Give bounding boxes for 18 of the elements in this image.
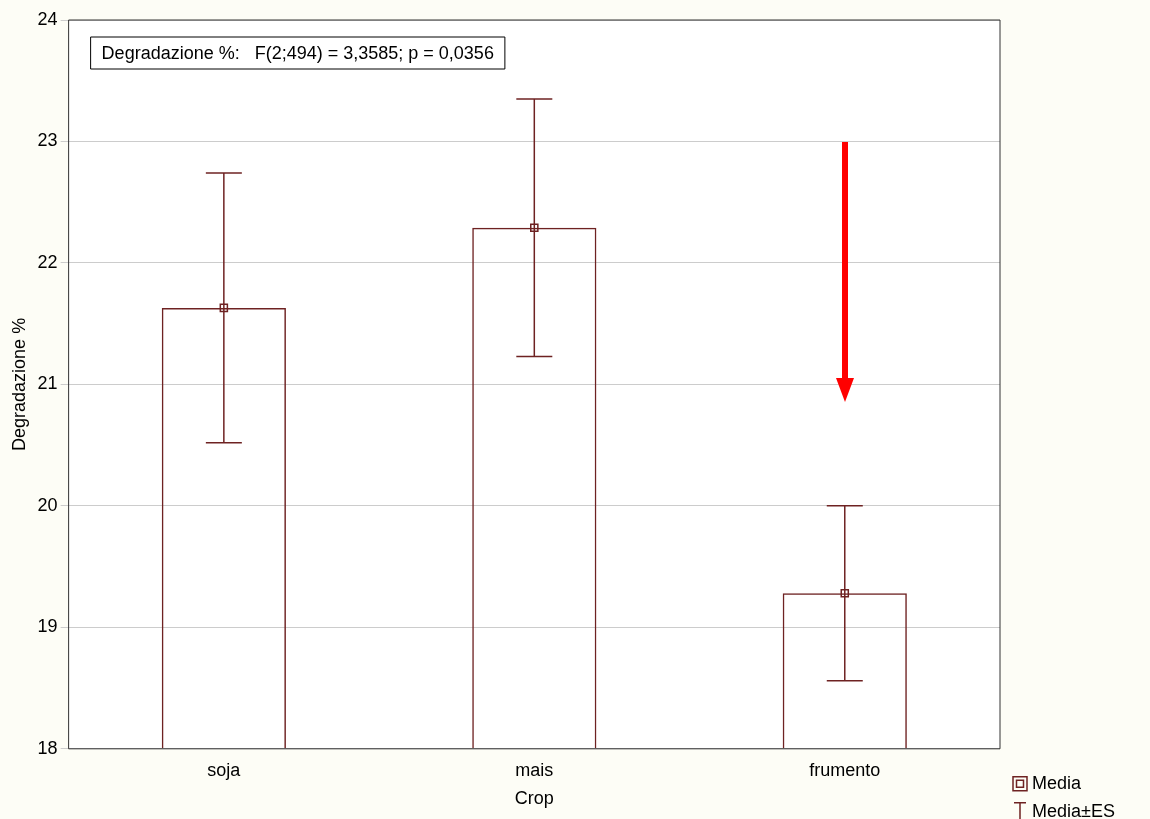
text: Media±ES [1032,800,1115,819]
point [530,223,539,232]
point [219,303,229,313]
y-tick-label: 22 [37,251,58,272]
y-tick-label: 23 [37,130,58,151]
x-tick-label: frumento [809,759,881,780]
y-tick-label: 18 [37,737,58,758]
y-tick-label: 19 [37,616,58,637]
y-axis-title: Degradazione % [8,317,29,451]
x-axis-title: Crop [514,788,554,809]
x-tick-label: mais [515,759,554,780]
legend-label: Media [1032,772,1083,793]
point [840,589,850,598]
annotation: Degradazione %: F(2;494) = 3,3585; p = 0,0356 [101,42,494,63]
x-tick-label: soja [207,759,242,780]
y-tick-label: 24 [37,8,58,29]
y-tick-label: 21 [37,373,58,394]
y-tick-label: 20 [37,494,58,515]
